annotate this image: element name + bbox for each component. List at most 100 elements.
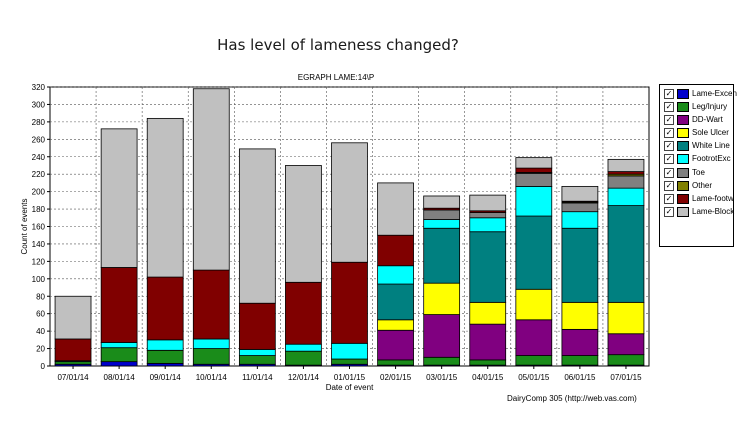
bar-segment <box>377 319 414 331</box>
bar-segment <box>561 185 599 202</box>
legend-item[interactable]: ✓ DD-Wart <box>660 113 733 126</box>
bar-segment <box>238 148 276 304</box>
bar-segment <box>285 281 322 345</box>
x-tick-label: 12/01/14 <box>288 373 320 382</box>
bar-segment <box>469 194 507 212</box>
legend-label: Lame-Excen <box>692 89 737 98</box>
bar-segment <box>146 117 184 278</box>
legend-swatch <box>677 154 689 165</box>
y-tick-label: 60 <box>36 310 45 319</box>
x-tick-label: 10/01/14 <box>196 373 228 382</box>
x-tick-label: 04/01/15 <box>472 373 504 382</box>
x-tick-label: 01/01/15 <box>334 373 366 382</box>
bar-segment <box>515 215 553 290</box>
y-tick-label: 120 <box>32 257 46 266</box>
checkbox-icon[interactable]: ✓ <box>664 193 674 204</box>
legend-item[interactable]: ✓ Leg/Injury <box>660 100 733 113</box>
chart-legend: ✓ Lame-Excen ✓ Leg/Injury ✓ DD-Wart ✓ Sole Ulce… <box>659 84 737 247</box>
bar-segment <box>423 195 461 209</box>
bar-segment <box>192 269 230 340</box>
legend-label: DD-Wart <box>692 115 723 125</box>
bar-segment <box>515 355 553 366</box>
bar-segment <box>423 219 461 229</box>
bar-segment <box>54 338 92 362</box>
bar-segment <box>515 167 553 173</box>
y-axis-label: Count of events <box>20 198 29 254</box>
checkbox-icon[interactable]: ✓ <box>664 141 674 152</box>
bar-segment <box>146 349 184 364</box>
legend-label: Other <box>692 180 713 190</box>
bar-segment <box>100 267 138 343</box>
bar-segment <box>423 314 461 358</box>
bar-segment <box>515 319 553 356</box>
legend-swatch <box>677 193 689 204</box>
legend-item[interactable]: ✓ FootrotExc <box>660 152 733 165</box>
checkbox-icon[interactable]: ✓ <box>664 180 674 191</box>
bar-segment <box>100 128 138 268</box>
legend-item[interactable]: ✓ Sole Ulcer <box>660 126 733 139</box>
x-tick-label: 08/01/14 <box>104 373 136 382</box>
legend-swatch <box>677 89 689 99</box>
bar-segment <box>238 349 276 356</box>
x-tick-label: 06/01/15 <box>564 373 596 382</box>
x-tick-label: 09/01/14 <box>150 373 182 382</box>
legend-swatch <box>677 180 689 191</box>
bar-segment <box>423 282 461 315</box>
bar-segment <box>285 165 322 283</box>
bar-segment <box>607 187 645 206</box>
bar-segment <box>146 276 184 341</box>
x-tick-label: 11/01/14 <box>242 373 273 382</box>
page-title: Has level of lameness changed? <box>217 36 459 54</box>
legend-swatch <box>677 128 689 139</box>
legend-item[interactable]: ✓ White Line <box>660 139 733 152</box>
bar-segment <box>331 358 368 365</box>
bar-segment <box>469 323 507 361</box>
bar-segment <box>377 182 414 236</box>
bar-segment <box>54 295 92 340</box>
legend-swatch <box>677 141 689 152</box>
y-tick-label: 180 <box>32 205 46 214</box>
bar-segment <box>607 301 645 335</box>
legend-item[interactable]: ✓ Other <box>660 179 733 192</box>
bar-segment <box>377 283 414 321</box>
checkbox-icon[interactable]: ✓ <box>664 115 674 126</box>
checkbox-icon[interactable]: ✓ <box>664 89 674 99</box>
bar-segment <box>607 205 645 303</box>
legend-item[interactable]: ✓ Lame-footw <box>660 192 734 205</box>
bar-segment <box>238 302 276 350</box>
y-tick-label: 140 <box>32 240 46 249</box>
checkbox-icon[interactable]: ✓ <box>664 154 674 165</box>
y-tick-label: 100 <box>32 275 46 284</box>
legend-swatch <box>677 115 689 126</box>
checkbox-icon[interactable]: ✓ <box>664 206 674 217</box>
bar-segment <box>377 265 414 285</box>
bar-segment <box>469 359 507 366</box>
bar-segment <box>192 348 230 365</box>
footer-credit: DairyComp 305 (http://web.vas.com) <box>507 394 637 403</box>
legend-item[interactable]: ✓ Toe <box>660 166 733 179</box>
y-tick-label: 0 <box>41 362 46 371</box>
bar-segment <box>607 354 645 366</box>
bar-segment <box>423 356 461 366</box>
bar-segment <box>285 343 322 352</box>
bar-segment <box>469 212 507 219</box>
checkbox-icon[interactable]: ✓ <box>664 167 674 178</box>
x-tick-label: 03/01/15 <box>426 373 458 382</box>
y-tick-label: 40 <box>36 327 45 336</box>
bar-segment <box>561 227 599 303</box>
bar-segment <box>377 329 414 361</box>
legend-item[interactable]: ✓ Lame-Block <box>660 205 734 218</box>
y-tick-label: 280 <box>32 118 46 127</box>
y-tick-label: 320 <box>32 83 46 92</box>
y-tick-label: 200 <box>32 188 46 197</box>
bar-segment <box>100 361 138 367</box>
legend-label: FootrotExc <box>692 154 731 164</box>
checkbox-icon[interactable]: ✓ <box>664 128 674 139</box>
legend-item[interactable]: ✓ Lame-Excen <box>660 87 737 100</box>
x-tick-label: 07/01/14 <box>57 373 89 382</box>
bar-segment <box>285 350 322 366</box>
bar-segment <box>192 88 230 271</box>
checkbox-icon[interactable]: ✓ <box>664 102 674 113</box>
bar-segment <box>377 359 414 366</box>
